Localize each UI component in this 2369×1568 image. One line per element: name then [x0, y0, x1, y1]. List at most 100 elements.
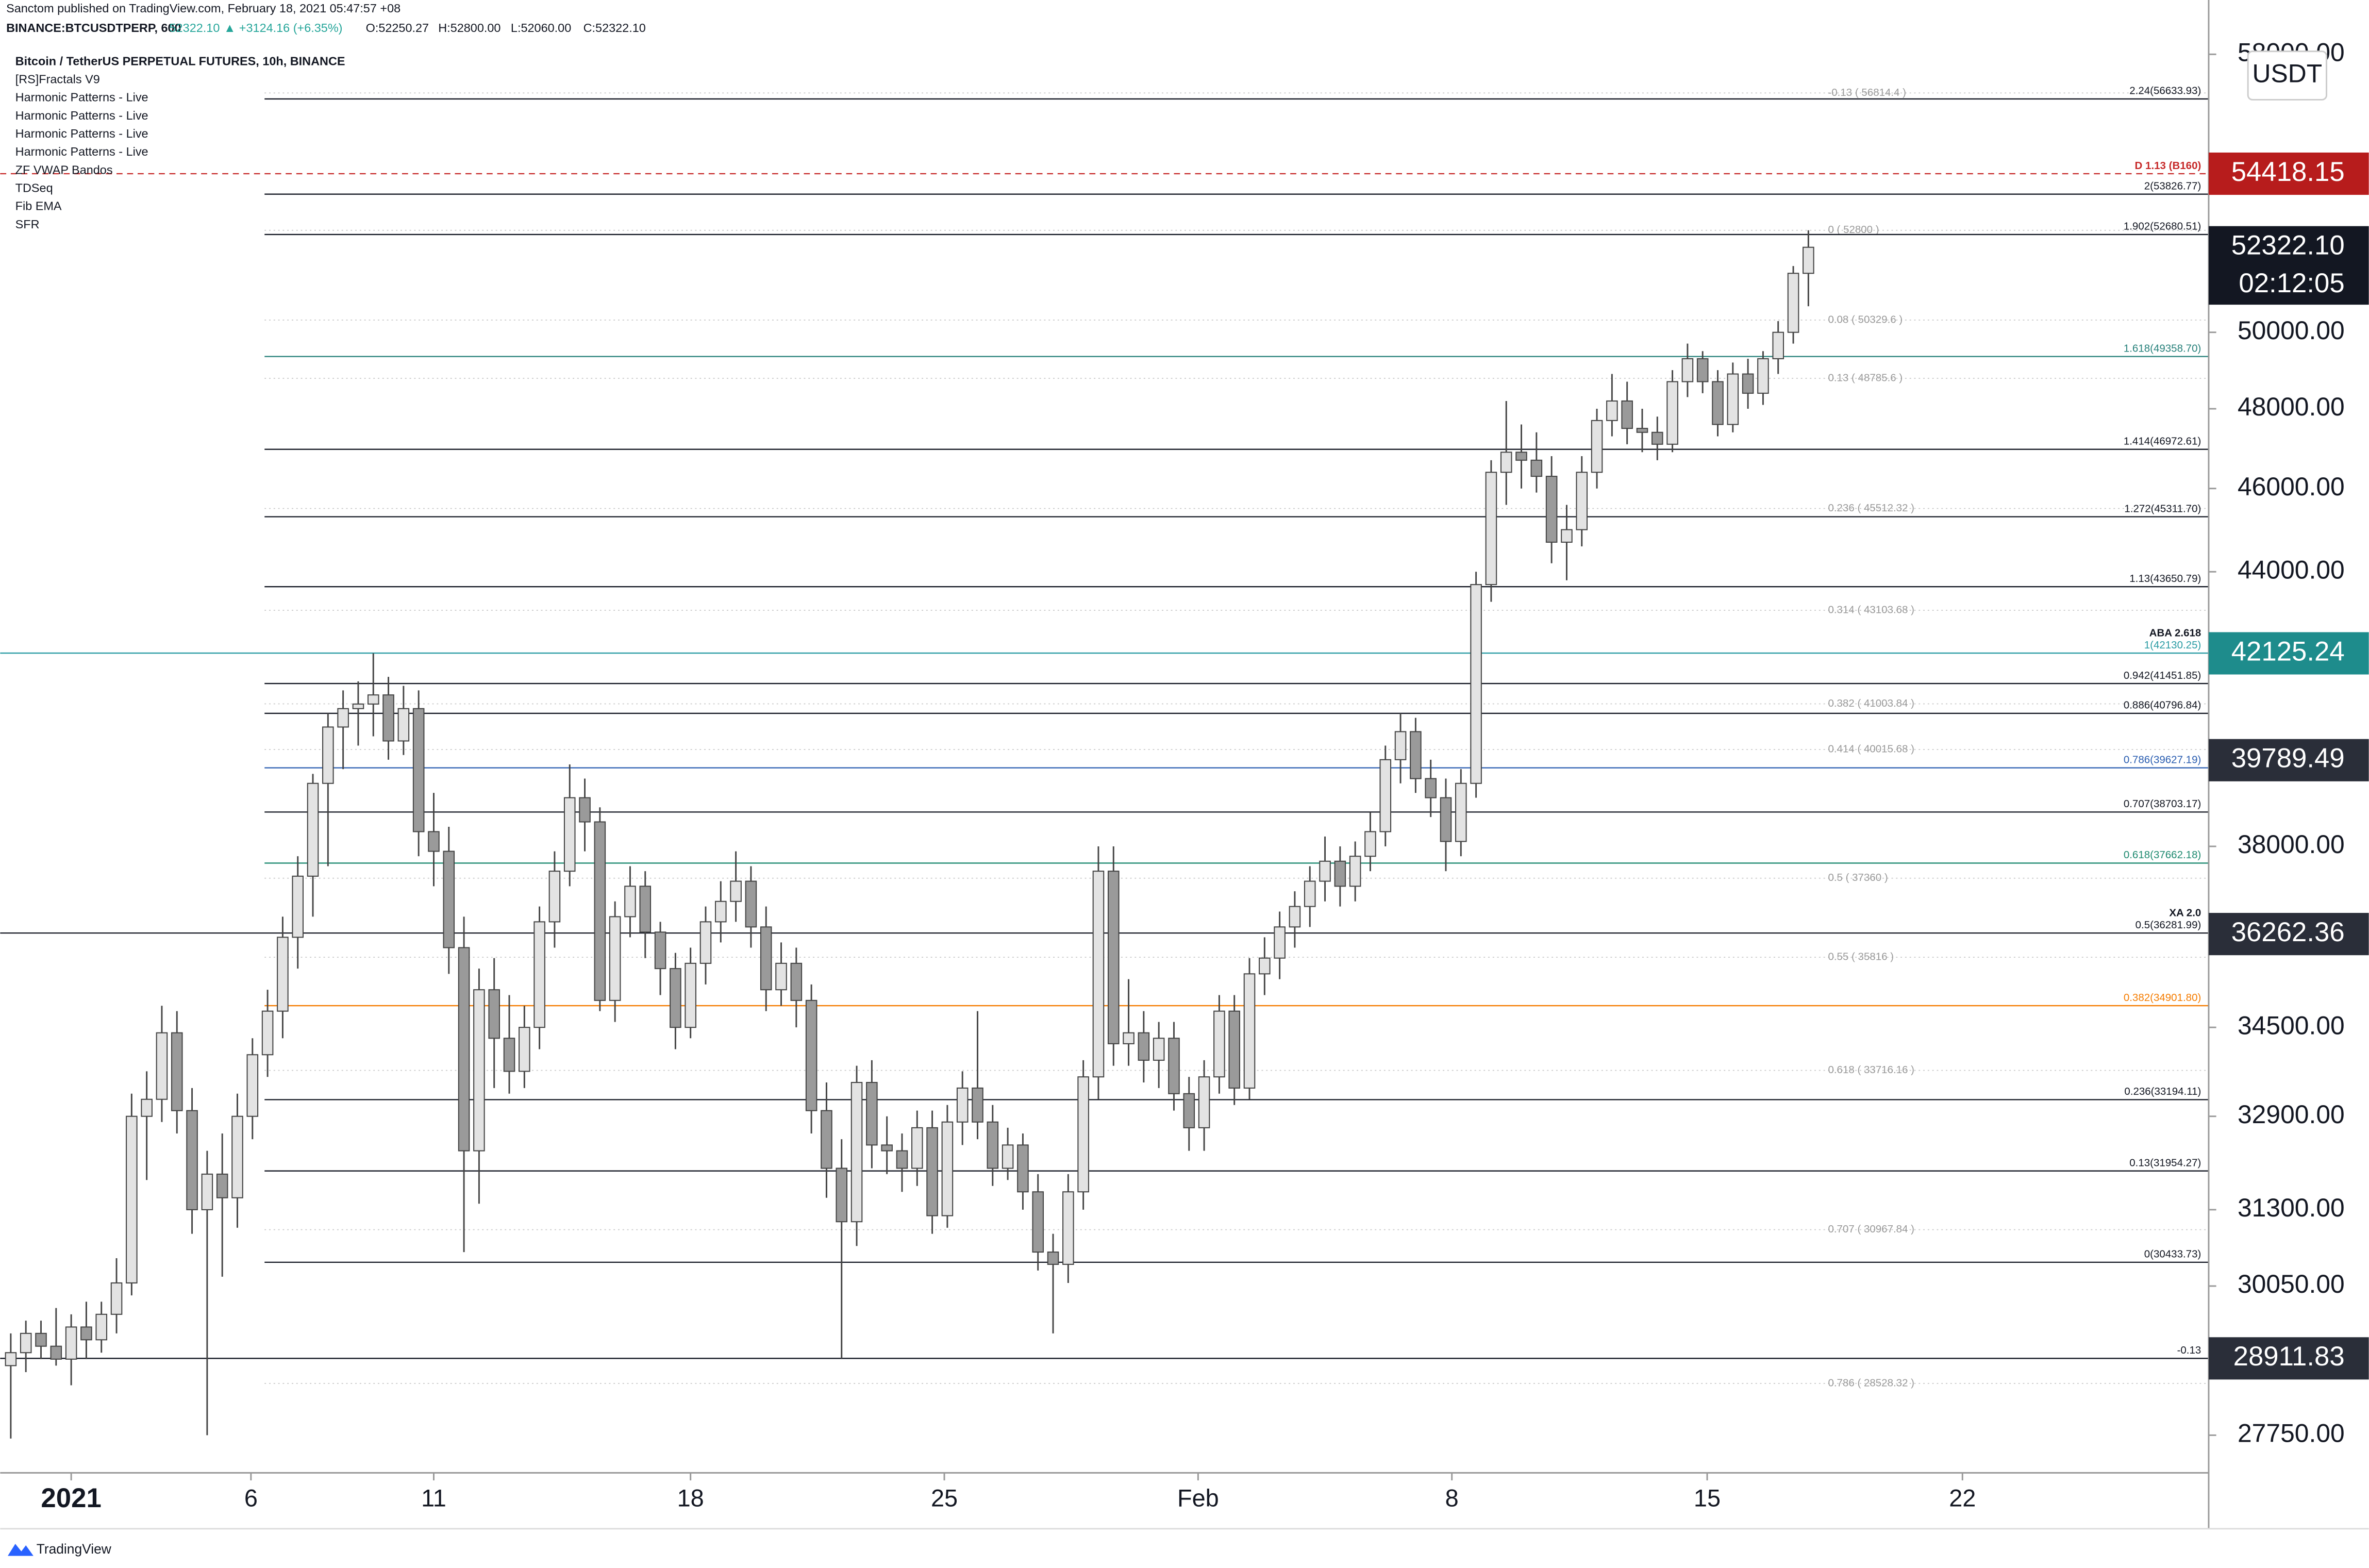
candle-body	[1213, 1010, 1225, 1078]
candle-body	[1425, 778, 1437, 798]
candle-body	[1712, 381, 1724, 425]
candle-body	[186, 1110, 198, 1210]
candle-body	[1153, 1038, 1165, 1061]
y-tick-label: 32900.00	[2238, 1100, 2345, 1129]
candle-body	[926, 1127, 938, 1216]
candle-body	[745, 880, 757, 928]
candle-body	[65, 1326, 77, 1360]
candle-body	[382, 694, 394, 742]
candle-body	[972, 1087, 983, 1123]
candle-body	[941, 1121, 954, 1216]
candle-body	[458, 947, 470, 1152]
candle-body	[1259, 957, 1271, 975]
price-badge	[2208, 632, 2369, 675]
candle-body	[1394, 731, 1407, 760]
candle-body	[1591, 420, 1603, 473]
price-axis: 58000.0050000.0048000.0046000.0044000.00…	[2208, 38, 2369, 1448]
candle-body	[1530, 459, 1543, 477]
fib-label: 0.13 ( 48785.6 )	[1828, 372, 1903, 383]
candle-body	[20, 1332, 32, 1354]
symbol: BINANCE:BTCUSDTPERP, 600	[6, 21, 181, 35]
price-badge	[2208, 226, 2369, 305]
level-label: 0.5(36281.99)	[2136, 919, 2201, 931]
legend-entry: Bitcoin / TetherUS PERPETUAL FUTURES, 10…	[15, 54, 345, 68]
candle-body	[443, 850, 455, 948]
candle-body	[1243, 973, 1256, 1089]
candle-body	[1742, 373, 1754, 394]
x-tick-label: 2021	[41, 1483, 101, 1513]
candle-body	[1092, 871, 1105, 1078]
level-label: 1.618(49358.70)	[2124, 342, 2201, 354]
level-label: 0.236(33194.11)	[2124, 1086, 2201, 1097]
candle-body	[1319, 860, 1331, 882]
candle-body	[1183, 1093, 1195, 1128]
fib-label: 0.707 ( 30967.84 )	[1828, 1223, 1914, 1235]
ohlc-value: C:52322.10	[583, 21, 646, 35]
candle-body	[1334, 860, 1346, 887]
x-tick-label: Feb	[1177, 1485, 1219, 1512]
candle-body	[1696, 358, 1709, 382]
candle-body	[1047, 1252, 1059, 1265]
y-tick-label: 48000.00	[2238, 392, 2345, 421]
level-label: 0.382(34901.80)	[2124, 992, 2201, 1004]
candle-body	[5, 1352, 17, 1366]
legend-entry: Harmonic Patterns - Live	[15, 109, 148, 122]
plot: -0.13 ( 56814.4 ) 0 ( 52800 ) 0.08 ( 50329…	[0, 85, 2209, 1513]
logo	[8, 1544, 34, 1556]
candle-body	[1198, 1076, 1210, 1128]
candle-body	[1123, 1032, 1135, 1044]
candle-body	[95, 1313, 108, 1341]
level-label: 1.272(45311.70)	[2124, 503, 2201, 514]
candle-body	[1606, 400, 1618, 421]
candle-body	[126, 1115, 138, 1283]
candle-body	[1062, 1191, 1074, 1265]
candle-body	[987, 1121, 999, 1169]
x-tick-label: 15	[1694, 1485, 1721, 1512]
candle-body	[488, 989, 500, 1039]
candle-body	[533, 921, 545, 1028]
candle-body	[1681, 358, 1694, 382]
fib-label: 0.786 ( 28528.32 )	[1828, 1377, 1914, 1389]
legend-entry: TDSeq	[15, 181, 53, 195]
candle-body	[670, 968, 681, 1028]
candle-body	[216, 1173, 228, 1198]
candle-body	[775, 962, 787, 991]
candle-body	[699, 921, 712, 964]
price-badge-label: 28911.83	[2233, 1341, 2345, 1372]
price-badge	[2208, 739, 2369, 781]
y-tick-label: 50000.00	[2238, 316, 2345, 345]
candle-body	[1787, 273, 1799, 333]
candle-body	[1561, 529, 1573, 543]
y-tick-label: 27750.00	[2238, 1419, 2345, 1448]
level-label: 1.414(46972.61)	[2124, 435, 2201, 447]
candle-body	[685, 962, 696, 1028]
candle-body	[579, 797, 591, 823]
level-label: 2(53826.77)	[2144, 180, 2201, 192]
price-badge-label: 54418.15	[2231, 157, 2345, 187]
candle-body	[473, 989, 485, 1152]
candle-body	[1228, 1010, 1240, 1089]
fib-label: 0.55 ( 35816 )	[1828, 951, 1894, 963]
level-label: 0.13(31954.27)	[2129, 1157, 2201, 1169]
ohlc-value: O:52250.27	[366, 21, 429, 35]
price: 52322.10	[170, 21, 220, 35]
candle-body	[1168, 1038, 1180, 1094]
candle-body	[1772, 331, 1784, 359]
candle-body	[110, 1282, 123, 1315]
candle-body	[246, 1054, 259, 1117]
header-bg	[0, 0, 1058, 40]
currency-box	[2247, 51, 2328, 101]
candle-body	[1304, 880, 1316, 907]
candle-body	[1289, 906, 1301, 928]
candle-body	[609, 916, 621, 1001]
y-tick-label: 30050.00	[2238, 1270, 2345, 1298]
candle-body	[836, 1167, 848, 1223]
candle-body	[1621, 400, 1633, 429]
legend: Bitcoin / TetherUS PERPETUAL FUTURES, 10…	[15, 54, 345, 231]
candle-body	[1274, 926, 1286, 959]
candle-body	[428, 831, 440, 852]
x-tick-label: 6	[244, 1485, 258, 1512]
candle-body	[790, 962, 803, 1001]
y-tick-label: 44000.00	[2238, 555, 2345, 584]
